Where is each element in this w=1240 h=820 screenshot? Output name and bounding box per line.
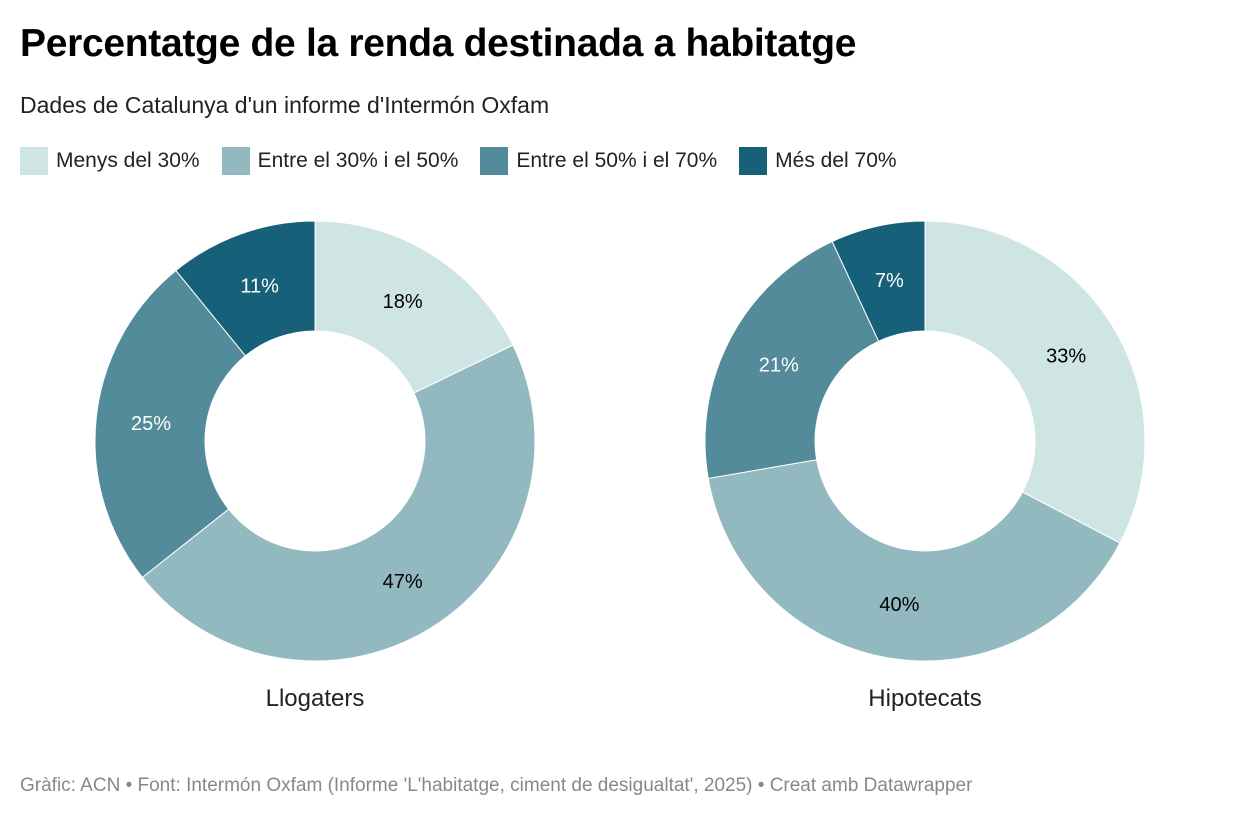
chart-subtitle: Dades de Catalunya d'un informe d'Interm… (20, 92, 550, 118)
data-label: 21% (759, 354, 799, 376)
legend-label: Entre el 50% i el 70% (516, 149, 718, 172)
series-label: Llogaters (266, 685, 365, 712)
legend-label: Entre el 30% i el 50% (257, 149, 459, 172)
legend-swatch (221, 147, 250, 175)
legend-swatch (739, 147, 768, 175)
donut-charts: 18% 47% 25% 11% Llogaters 33% 40% 21% 7% Hipoteca… (94, 220, 1146, 712)
donut-slice (704, 240, 880, 480)
donut-slice (314, 220, 514, 394)
legend-label: Menys del 30% (56, 149, 200, 172)
legend-swatch (480, 147, 509, 175)
donut-slice (141, 344, 536, 662)
donut-slice (831, 220, 926, 342)
data-label: 40% (879, 594, 919, 616)
legend-item: Menys del 30% (20, 147, 200, 175)
donut-slice (924, 220, 1146, 544)
data-label: 11% (240, 276, 279, 298)
data-label: 33% (1046, 346, 1086, 368)
donut-slice (94, 269, 247, 579)
legend-item: Entre el 30% i el 50% (221, 147, 459, 175)
legend-swatch (20, 147, 48, 175)
data-label: 18% (383, 291, 423, 313)
series-label: Hipotecats (868, 685, 981, 712)
data-label: 25% (131, 413, 171, 435)
legend-label: Més del 70% (775, 149, 897, 172)
legend: Menys del 30% Entre el 30% i el 50% Entr… (20, 147, 897, 175)
data-label: 47% (383, 571, 423, 593)
legend-item: Més del 70% (739, 147, 897, 175)
chart-title: Percentatge de la renda destinada a habi… (20, 22, 857, 65)
data-label: 7% (875, 270, 904, 292)
donut-slice (175, 220, 316, 357)
legend-item: Entre el 50% i el 70% (480, 147, 717, 175)
donut-slice (707, 459, 1121, 662)
footer-credits: Gràfic: ACN • Font: Intermón Oxfam (Info… (20, 775, 973, 796)
